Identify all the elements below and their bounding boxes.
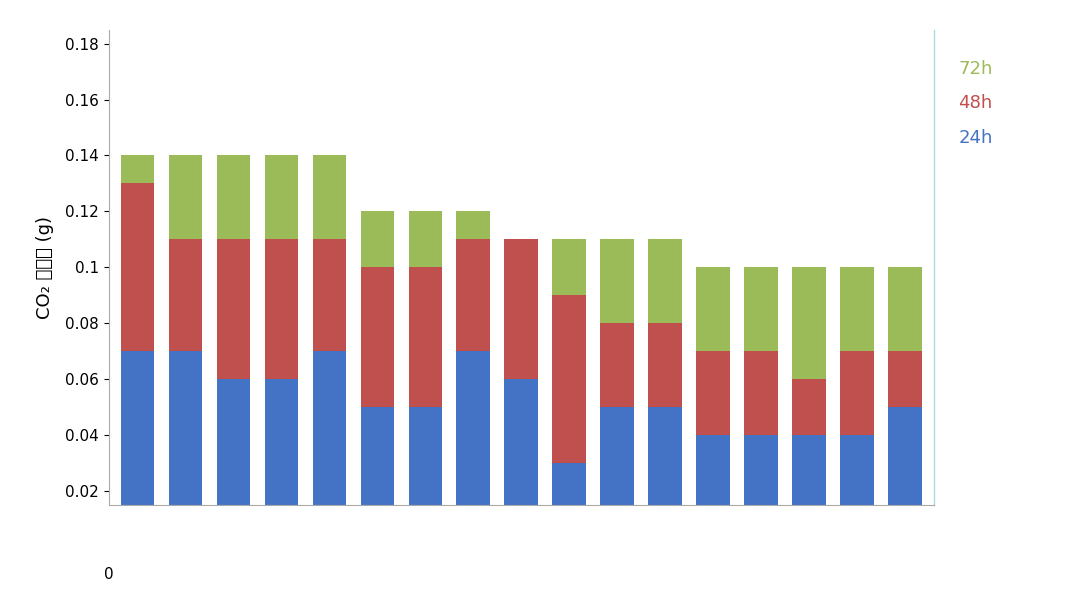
Bar (553, 295, 586, 463)
Bar (888, 267, 922, 351)
Bar (744, 351, 778, 435)
Bar (648, 239, 682, 323)
Bar (648, 323, 682, 407)
Bar (265, 156, 299, 239)
Bar (265, 379, 299, 547)
Bar (361, 407, 394, 547)
Bar (601, 323, 634, 407)
Bar (408, 211, 442, 267)
Bar (313, 156, 346, 239)
Bar (841, 351, 874, 435)
Bar (265, 239, 299, 379)
Bar (456, 211, 490, 239)
Bar (121, 156, 154, 184)
Bar (648, 407, 682, 547)
Text: 0: 0 (104, 567, 113, 582)
Bar (121, 184, 154, 351)
Y-axis label: CO₂ 생성량 (g): CO₂ 생성량 (g) (36, 216, 54, 319)
Bar (216, 379, 250, 547)
Bar (361, 267, 394, 407)
Bar (553, 239, 586, 295)
Bar (168, 351, 202, 547)
Bar (313, 239, 346, 351)
Bar (793, 267, 826, 379)
Bar (841, 435, 874, 547)
Bar (888, 351, 922, 407)
Bar (121, 351, 154, 547)
Bar (456, 239, 490, 351)
Bar (313, 351, 346, 547)
Bar (456, 351, 490, 547)
Bar (553, 463, 586, 547)
Bar (601, 239, 634, 323)
Bar (696, 435, 730, 547)
Bar (408, 267, 442, 407)
Bar (168, 239, 202, 351)
Bar (408, 407, 442, 547)
Bar (888, 407, 922, 547)
Bar (601, 407, 634, 547)
Bar (505, 379, 538, 547)
Bar (696, 267, 730, 351)
Bar (744, 435, 778, 547)
Bar (744, 267, 778, 351)
Bar (793, 379, 826, 435)
Bar (361, 211, 394, 267)
Legend: 72h, 48h, 24h: 72h, 48h, 24h (951, 53, 1000, 154)
Bar (216, 239, 250, 379)
Bar (505, 239, 538, 379)
Bar (793, 435, 826, 547)
Bar (216, 156, 250, 239)
Bar (841, 267, 874, 351)
Bar (696, 351, 730, 435)
Bar (168, 156, 202, 239)
